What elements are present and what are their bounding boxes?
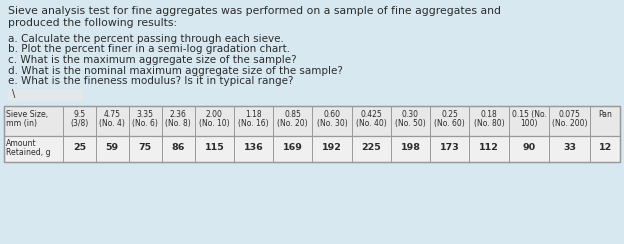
Text: Pan: Pan [598, 110, 612, 119]
Text: (No. 20): (No. 20) [278, 119, 308, 128]
Text: (No. 10): (No. 10) [199, 119, 230, 128]
Text: 2.00: 2.00 [206, 110, 223, 119]
Text: c. What is the maximum aggregate size of the sample?: c. What is the maximum aggregate size of… [8, 55, 296, 65]
Text: 33: 33 [563, 143, 577, 152]
Text: (No. 16): (No. 16) [238, 119, 269, 128]
Text: (No. 8): (No. 8) [165, 119, 191, 128]
Text: Sieve analysis test for fine aggregates was performed on a sample of fine aggreg: Sieve analysis test for fine aggregates … [8, 6, 501, 16]
Text: 0.075: 0.075 [559, 110, 581, 119]
Bar [4, 106, 620, 136]
Text: 115: 115 [205, 143, 224, 152]
Text: 25: 25 [73, 143, 86, 152]
Text: 0.30: 0.30 [402, 110, 419, 119]
Text: 9.5: 9.5 [73, 110, 85, 119]
Text: 100): 100) [520, 119, 538, 128]
Text: 136: 136 [243, 143, 263, 152]
Text: (No. 4): (No. 4) [99, 119, 125, 128]
Text: d. What is the nominal maximum aggregate size of the sample?: d. What is the nominal maximum aggregate… [8, 65, 343, 75]
FancyBboxPatch shape [8, 89, 83, 101]
Text: 90: 90 [522, 143, 535, 152]
Text: 112: 112 [479, 143, 499, 152]
Text: e. What is the fineness modulus? Is it in typical range?: e. What is the fineness modulus? Is it i… [8, 76, 293, 86]
Text: 59: 59 [105, 143, 119, 152]
Bar [4, 136, 620, 162]
Bar [4, 106, 620, 162]
Text: 86: 86 [172, 143, 185, 152]
Text: Retained, g: Retained, g [6, 148, 51, 157]
Text: Amount: Amount [6, 139, 37, 148]
Text: 169: 169 [283, 143, 303, 152]
Text: 4.75: 4.75 [104, 110, 121, 119]
Text: 0.60: 0.60 [323, 110, 341, 119]
Text: 173: 173 [440, 143, 460, 152]
Text: 2.36: 2.36 [170, 110, 187, 119]
Text: (No. 60): (No. 60) [434, 119, 465, 128]
Text: 0.15 (No.: 0.15 (No. [512, 110, 547, 119]
Text: 12: 12 [598, 143, 612, 152]
Text: 0.85: 0.85 [285, 110, 301, 119]
Text: (3/8): (3/8) [71, 119, 89, 128]
Text: (No. 40): (No. 40) [356, 119, 387, 128]
Text: 192: 192 [322, 143, 342, 152]
Text: 225: 225 [361, 143, 381, 152]
Text: 198: 198 [401, 143, 421, 152]
Text: 75: 75 [139, 143, 152, 152]
Text: 0.18: 0.18 [480, 110, 497, 119]
Text: (No. 200): (No. 200) [552, 119, 588, 128]
Text: (No. 30): (No. 30) [316, 119, 348, 128]
Text: Sieve Size,: Sieve Size, [6, 110, 48, 119]
Text: 3.35: 3.35 [137, 110, 154, 119]
Text: \: \ [12, 89, 15, 99]
Text: (No. 6): (No. 6) [132, 119, 158, 128]
Text: (No. 80): (No. 80) [474, 119, 504, 128]
Text: (No. 50): (No. 50) [395, 119, 426, 128]
Text: mm (in): mm (in) [6, 119, 37, 128]
Text: produced the following results:: produced the following results: [8, 18, 177, 28]
Text: a. Calculate the percent passing through each sieve.: a. Calculate the percent passing through… [8, 34, 284, 44]
Text: b. Plot the percent finer in a semi-log gradation chart.: b. Plot the percent finer in a semi-log … [8, 44, 290, 54]
Text: 0.25: 0.25 [441, 110, 458, 119]
Text: 0.425: 0.425 [361, 110, 382, 119]
Text: 1.18: 1.18 [245, 110, 262, 119]
